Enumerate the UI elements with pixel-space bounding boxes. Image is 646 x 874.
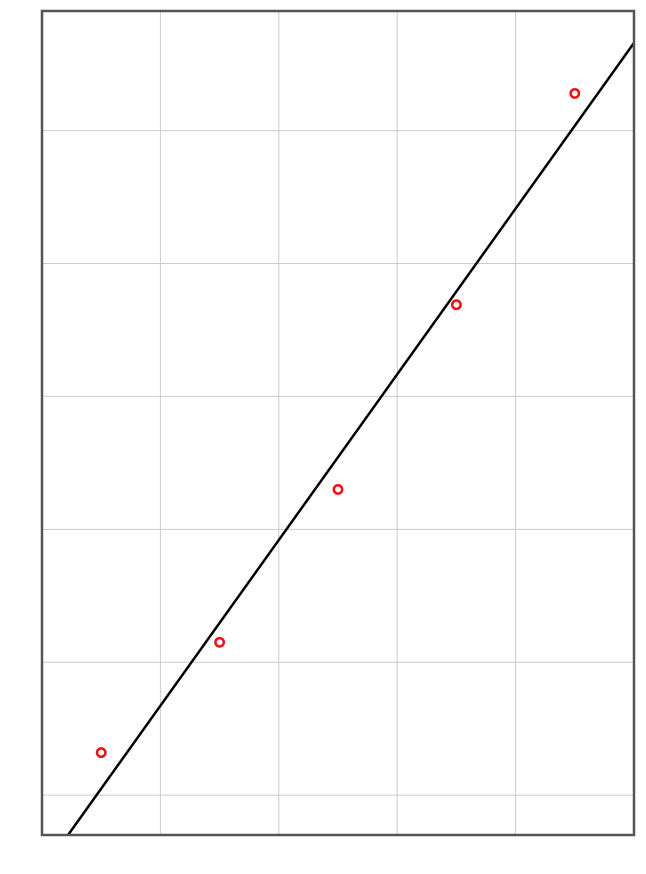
data-point-5 bbox=[569, 87, 581, 99]
trend-line-layer bbox=[67, 42, 636, 836]
data-point-2 bbox=[214, 636, 226, 648]
grid bbox=[42, 11, 634, 835]
data-point-1 bbox=[95, 747, 107, 759]
data-points bbox=[95, 87, 581, 759]
trend-line bbox=[67, 42, 636, 836]
data-point-4 bbox=[450, 299, 462, 311]
plot-frame bbox=[40, 9, 636, 837]
data-point-3 bbox=[332, 484, 344, 495]
